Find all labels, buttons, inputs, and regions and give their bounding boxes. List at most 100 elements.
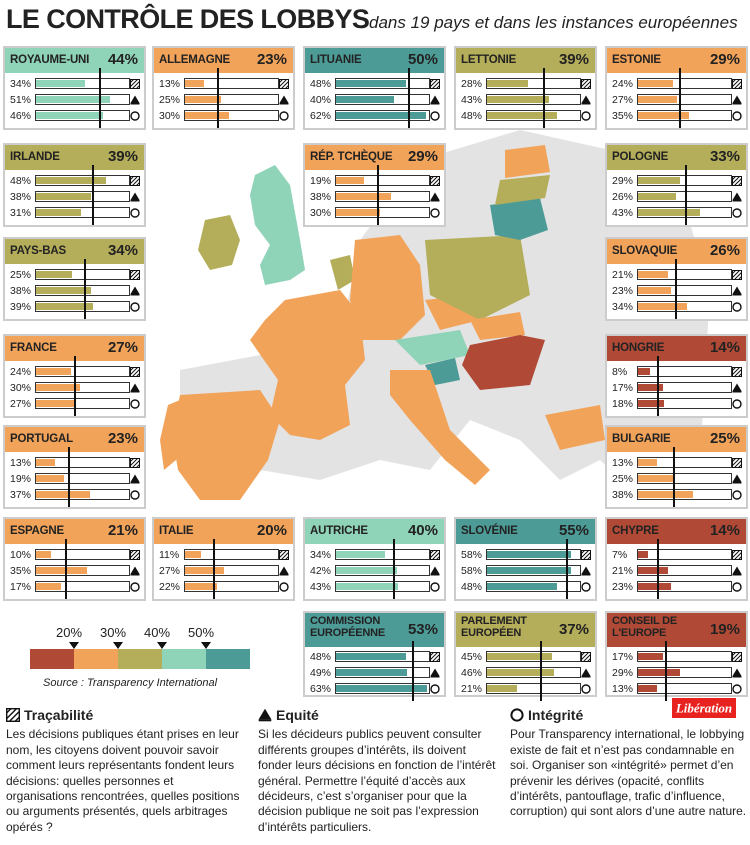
metric-track — [637, 207, 732, 218]
card-header: ITALIE 20% — [154, 519, 293, 544]
country-name: POLOGNE — [612, 151, 669, 163]
country-card: SLOVÉNIE 55% 58% 58% 48% — [454, 517, 597, 601]
definition-title: Intégrité — [528, 707, 584, 724]
metric-bar — [36, 583, 61, 590]
metric-value: 48% — [461, 110, 483, 122]
overall-score-marker — [91, 165, 94, 225]
metric-bar — [638, 669, 681, 676]
metric-track — [35, 366, 130, 377]
metric-track — [184, 565, 279, 576]
metric-row: 30% — [305, 207, 444, 219]
metric-row: 35% — [607, 110, 746, 122]
country-name: ROYAUME-UNI — [10, 54, 90, 66]
metric-bar — [36, 80, 86, 87]
chart-subtitle: dans 19 pays et dans les instances europ… — [369, 13, 738, 32]
metric-row: 48% — [305, 78, 444, 90]
metric-row: 30% — [154, 110, 293, 122]
map-estonia — [505, 145, 550, 178]
country-name: LETTONIE — [461, 54, 517, 66]
card-header: CONSEIL DE L'EUROPE 19% — [607, 613, 746, 647]
map-spain — [172, 390, 280, 500]
hatched-square-icon — [732, 79, 742, 89]
hatched-square-icon — [430, 176, 440, 186]
metric-value: 63% — [310, 683, 332, 695]
metric-value: 17% — [612, 651, 634, 663]
metric-track — [637, 489, 732, 500]
metric-value: 17% — [612, 382, 634, 394]
overall-score-marker — [213, 539, 215, 599]
overall-score-marker — [393, 539, 395, 599]
metric-track — [637, 651, 732, 662]
overall-score-marker — [674, 259, 677, 319]
map-hungary — [462, 335, 545, 390]
metric-value: 21% — [612, 269, 634, 281]
metric-row: 62% — [305, 110, 444, 122]
overall-score-marker — [217, 68, 220, 128]
circle-icon — [581, 582, 591, 592]
legend: 20% 30% 40% 50% — [30, 625, 250, 690]
metric-value: 13% — [159, 78, 181, 90]
metric-value: 19% — [10, 473, 32, 485]
hatched-square-icon — [732, 652, 742, 662]
metric-row: 13% — [607, 457, 746, 469]
metric-bar — [638, 112, 689, 119]
triangle-icon — [130, 95, 140, 105]
card-header: HONGRIE 14% — [607, 336, 746, 361]
map-lithuania — [490, 198, 548, 240]
country-card: PAYS-BAS 34% 25% 38% 39% — [3, 237, 146, 321]
country-score: 21% — [107, 522, 138, 539]
circle-icon — [130, 490, 140, 500]
country-name: SLOVÉNIE — [461, 525, 518, 537]
metric-track — [35, 382, 130, 393]
definition-heading: Equité — [258, 706, 498, 723]
metric-value: 38% — [10, 285, 32, 297]
hatched-square-icon — [430, 652, 440, 662]
metric-row: 35% — [5, 565, 144, 577]
metric-row: 19% — [305, 175, 444, 187]
circle-icon — [279, 111, 289, 121]
circle-icon — [732, 302, 742, 312]
metric-value: 43% — [310, 581, 332, 593]
metric-track — [335, 565, 430, 576]
triangle-icon — [279, 566, 289, 576]
legend-swatch — [74, 649, 118, 669]
legend-swatch — [162, 649, 206, 669]
metric-row: 42% — [305, 565, 444, 577]
metric-bar — [336, 551, 386, 558]
metric-value: 11% — [159, 549, 180, 561]
overall-score-marker — [664, 641, 667, 701]
metric-bar — [36, 287, 92, 294]
card-header: IRLANDE 39% — [5, 145, 144, 170]
circle-icon — [430, 208, 440, 218]
overall-score-marker — [98, 68, 101, 128]
map-poland — [425, 235, 530, 320]
country-name: IRLANDE — [10, 151, 60, 163]
metric-value: 38% — [612, 489, 634, 501]
metric-bar — [638, 475, 675, 482]
metric-track — [35, 94, 130, 105]
metric-bar — [638, 384, 663, 391]
metric-bar — [185, 96, 222, 103]
metric-bar — [638, 80, 673, 87]
country-name: SLOVAQUIE — [612, 245, 678, 257]
country-score: 33% — [709, 148, 740, 165]
metric-value: 28% — [461, 78, 483, 90]
hatched-square-icon — [732, 367, 742, 377]
legend-marker — [157, 642, 167, 649]
overall-score-marker — [74, 356, 77, 416]
metric-bar — [638, 193, 676, 200]
hatched-square-icon — [130, 270, 140, 280]
metric-row: 38% — [305, 191, 444, 203]
metric-value: 13% — [612, 457, 634, 469]
metric-row: 45% — [456, 651, 595, 663]
metric-track — [35, 457, 130, 468]
card-header: RÉP. TCHÈQUE 29% — [305, 145, 444, 170]
country-card: POLOGNE 33% 29% 26% 43% — [605, 143, 748, 227]
metric-value: 48% — [310, 78, 332, 90]
country-name: PARLEMENT EUROPÉEN — [461, 615, 527, 639]
metric-track — [35, 175, 130, 186]
metric-bar — [487, 669, 554, 676]
triangle-icon — [732, 383, 742, 393]
circle-icon — [130, 582, 140, 592]
metric-track — [35, 549, 130, 560]
